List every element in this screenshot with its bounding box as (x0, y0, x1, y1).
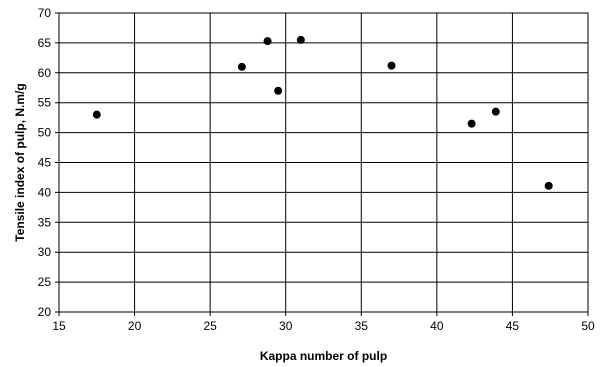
y-tick-label: 40 (38, 185, 52, 199)
data-point (237, 62, 246, 71)
x-tick-label: 30 (279, 319, 293, 333)
data-point (296, 35, 305, 44)
data-point (544, 181, 553, 190)
y-axis-ticks: 20 25 30 35 40 45 50 55 60 65 70 (38, 6, 52, 319)
y-tick-label: 20 (38, 305, 52, 319)
data-point (263, 37, 272, 46)
y-tick-label: 70 (38, 6, 52, 20)
y-tick-label: 45 (38, 156, 52, 170)
data-point (274, 86, 283, 95)
y-tick-label: 35 (38, 215, 52, 229)
data-point (467, 119, 476, 128)
y-tick-label: 65 (38, 36, 52, 50)
data-point (92, 110, 101, 119)
y-tick-label: 60 (38, 66, 52, 80)
x-tick-label: 25 (203, 319, 217, 333)
plot-area-frame (58, 12, 589, 313)
x-axis-title: Kappa number of pulp (260, 349, 387, 363)
data-points (92, 35, 553, 190)
x-tick-label: 45 (506, 319, 520, 333)
x-tick-label: 50 (581, 319, 595, 333)
x-tick-label: 20 (128, 319, 142, 333)
y-axis-title: Tensile index of pulp, N.m/g (13, 83, 27, 241)
y-tick-label: 50 (38, 126, 52, 140)
y-tick-label: 30 (38, 245, 52, 259)
x-tick-label: 40 (430, 319, 444, 333)
x-tick-label: 35 (355, 319, 369, 333)
data-point (387, 61, 396, 70)
y-tick-label: 55 (38, 96, 52, 110)
data-point (491, 107, 500, 116)
x-tick-label: 15 (52, 319, 66, 333)
y-tick-label: 25 (38, 275, 52, 289)
x-axis-ticks: 15 20 25 30 35 40 45 50 (52, 319, 595, 333)
